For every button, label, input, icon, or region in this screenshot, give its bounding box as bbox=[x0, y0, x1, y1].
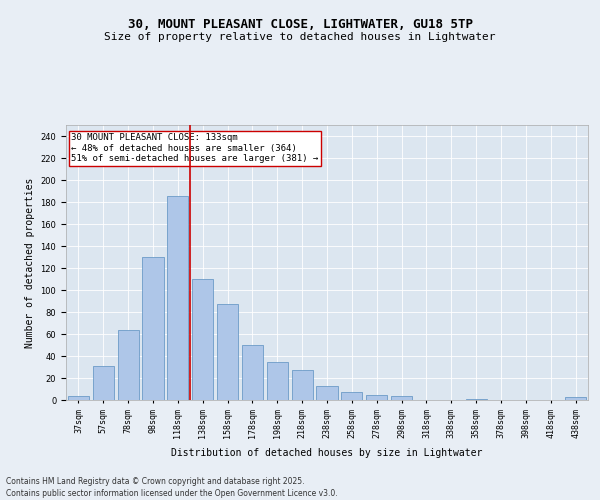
Y-axis label: Number of detached properties: Number of detached properties bbox=[25, 178, 35, 348]
Bar bbox=[167, 196, 188, 400]
Bar bbox=[118, 330, 139, 400]
Bar bbox=[242, 345, 263, 400]
Text: 30 MOUNT PLEASANT CLOSE: 133sqm
← 48% of detached houses are smaller (364)
51% o: 30 MOUNT PLEASANT CLOSE: 133sqm ← 48% of… bbox=[71, 133, 319, 163]
Bar bbox=[93, 366, 114, 400]
Bar bbox=[565, 396, 586, 400]
Bar bbox=[316, 386, 338, 400]
Bar bbox=[466, 399, 487, 400]
Bar bbox=[366, 394, 387, 400]
Bar bbox=[341, 392, 362, 400]
Bar bbox=[192, 279, 213, 400]
Bar bbox=[292, 370, 313, 400]
Bar bbox=[217, 304, 238, 400]
Text: Contains HM Land Registry data © Crown copyright and database right 2025.
Contai: Contains HM Land Registry data © Crown c… bbox=[6, 476, 338, 498]
Bar bbox=[142, 257, 164, 400]
Text: Distribution of detached houses by size in Lightwater: Distribution of detached houses by size … bbox=[172, 448, 482, 458]
Bar bbox=[391, 396, 412, 400]
Bar bbox=[68, 396, 89, 400]
Text: Size of property relative to detached houses in Lightwater: Size of property relative to detached ho… bbox=[104, 32, 496, 42]
Text: 30, MOUNT PLEASANT CLOSE, LIGHTWATER, GU18 5TP: 30, MOUNT PLEASANT CLOSE, LIGHTWATER, GU… bbox=[128, 18, 473, 30]
Bar bbox=[267, 362, 288, 400]
